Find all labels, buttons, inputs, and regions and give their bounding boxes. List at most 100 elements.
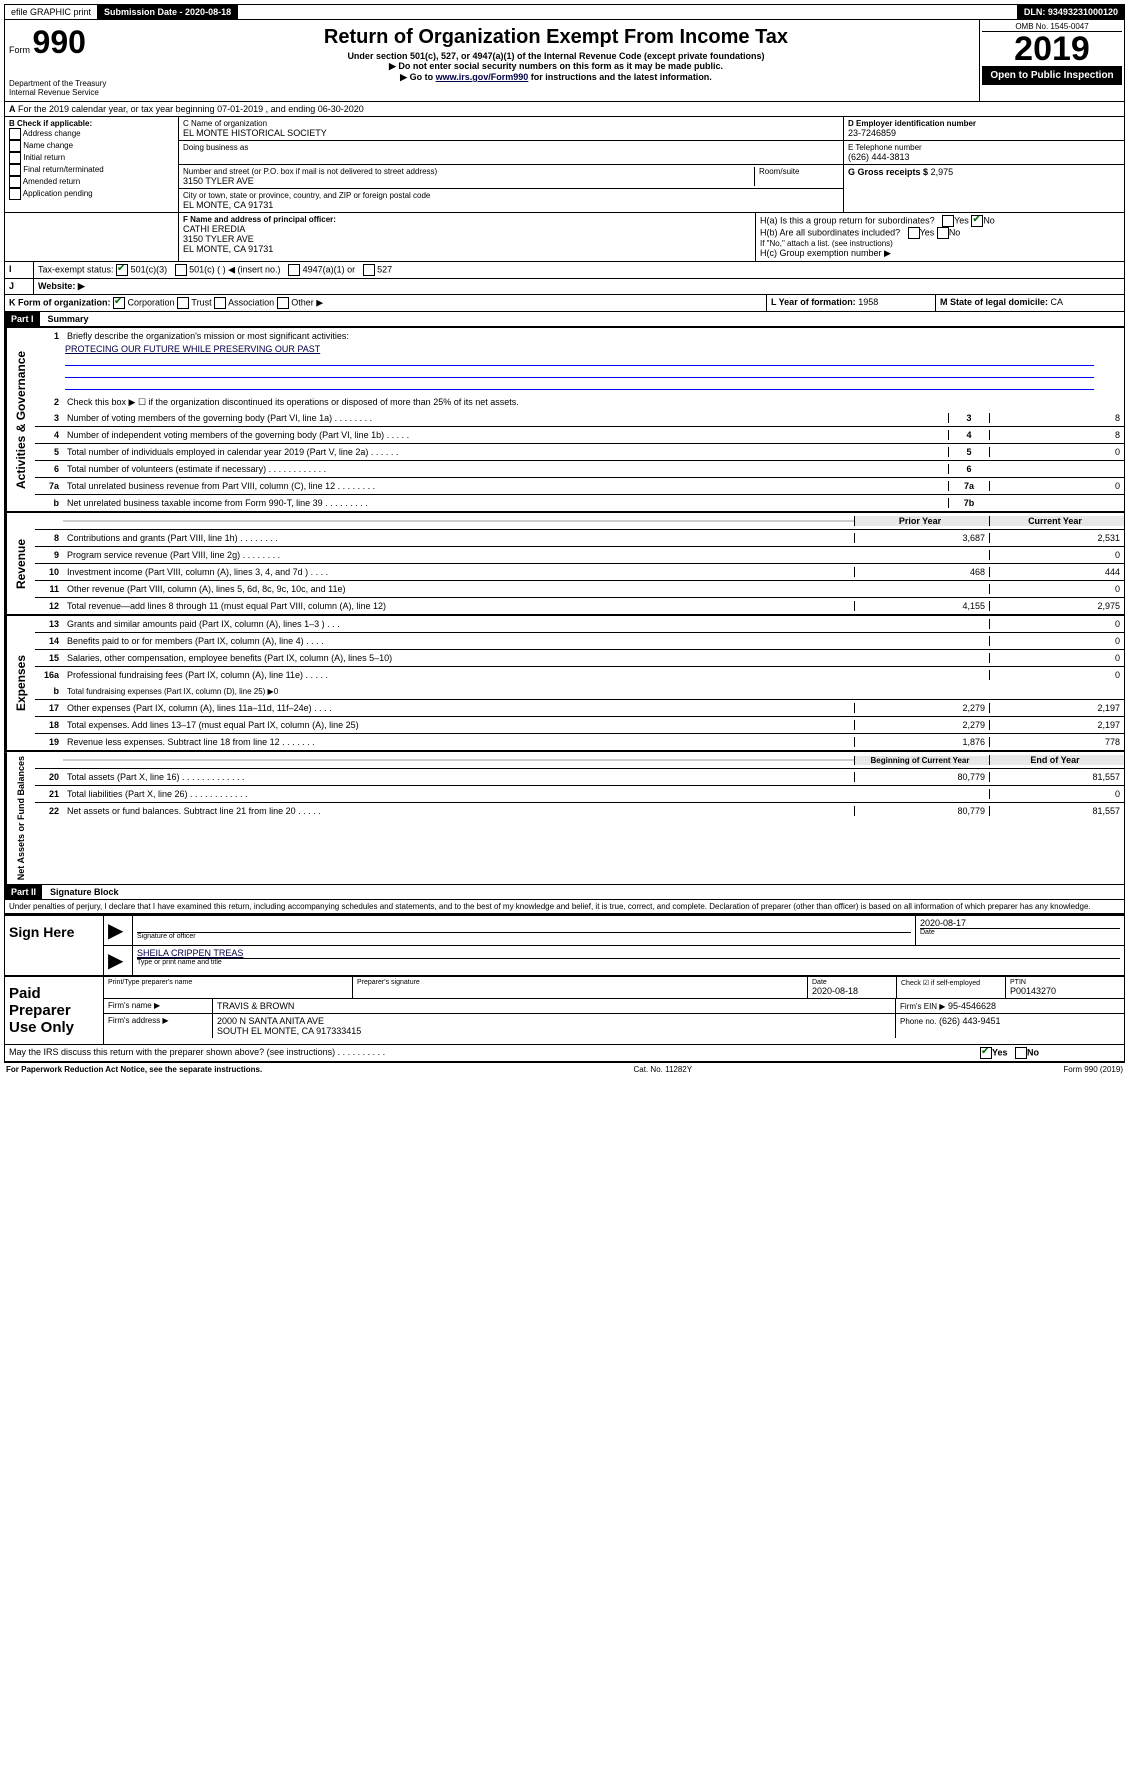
form-title: Return of Organization Exempt From Incom… <box>137 26 975 49</box>
k-label: K Form of organization: <box>9 297 111 307</box>
part-2: Part II Signature Block Under penalties … <box>4 885 1125 914</box>
j-label: Website: ▶ <box>38 281 85 291</box>
b-label: B Check if applicable: <box>9 119 174 128</box>
assoc-checkbox[interactable] <box>214 297 226 309</box>
prep-sig-label: Preparer's signature <box>357 979 803 986</box>
title-block: Return of Organization Exempt From Incom… <box>133 20 979 101</box>
governance-section: Activities & Governance 1 Briefly descri… <box>4 328 1125 513</box>
officer-addr: 3150 TYLER AVE <box>183 234 751 244</box>
prep-date-label: Date <box>812 979 892 986</box>
discuss-text: May the IRS discuss this return with the… <box>5 1045 976 1061</box>
application-pending-checkbox[interactable] <box>9 188 21 200</box>
firm-phone: (626) 443-9451 <box>939 1016 1001 1026</box>
phone: (626) 444-3813 <box>848 152 1120 162</box>
m-label: M State of legal domicile: <box>940 297 1048 307</box>
section-a: A For the 2019 calendar year, or tax yea… <box>4 102 1125 117</box>
name-title-label: Type or print name and title <box>137 958 1120 966</box>
line-2-text: Check this box ▶ ☐ if the organization d… <box>63 396 1124 409</box>
firm-name-label: Firm's name ▶ <box>104 999 213 1013</box>
year-formation: 1958 <box>858 297 878 307</box>
street-address: 3150 TYLER AVE <box>183 176 754 186</box>
org-name: EL MONTE HISTORICAL SOCIETY <box>183 128 839 138</box>
firm-addr1: 2000 N SANTA ANITA AVE <box>217 1016 891 1026</box>
4947-checkbox[interactable] <box>288 264 300 276</box>
ha-yes[interactable] <box>942 215 954 227</box>
discuss-no[interactable] <box>1015 1047 1027 1059</box>
top-bar: efile GRAPHIC print Submission Date - 20… <box>4 4 1125 20</box>
c-name-label: C Name of organization <box>183 119 839 128</box>
pra-notice: For Paperwork Reduction Act Notice, see … <box>6 1065 262 1074</box>
firm-name: TRAVIS & BROWN <box>213 999 896 1013</box>
revenue-section: Revenue Prior Year Current Year 8Contrib… <box>4 513 1125 616</box>
subtitle-1: Under section 501(c), 527, or 4947(a)(1)… <box>137 51 975 61</box>
gross-receipts: 2,975 <box>931 167 954 177</box>
efile-label[interactable]: efile GRAPHIC print <box>5 5 98 19</box>
mission-text: PROTECING OUR FUTURE WHILE PRESERVING OU… <box>65 344 1094 354</box>
end-year-header: End of Year <box>989 755 1124 765</box>
b-item-3: Final return/terminated <box>23 165 103 174</box>
corp-checkbox[interactable] <box>113 297 125 309</box>
spacer <box>238 5 1018 19</box>
ptin-label: PTIN <box>1010 979 1120 986</box>
hc-label: H(c) Group exemption number ▶ <box>760 248 1120 259</box>
vert-revenue: Revenue <box>5 513 35 614</box>
state-domicile: CA <box>1051 297 1064 307</box>
g-label: G Gross receipts $ <box>848 167 928 177</box>
hb-yes[interactable] <box>908 227 920 239</box>
line-1-text: Briefly describe the organization's miss… <box>63 330 1124 342</box>
part-2-label: Part II <box>5 885 42 899</box>
501c3-checkbox[interactable] <box>116 264 128 276</box>
self-employed-label: Check ☑ if self-employed <box>897 977 1006 998</box>
paid-preparer-label: Paid Preparer Use Only <box>5 977 104 1044</box>
b-item-4: Amended return <box>23 177 80 186</box>
name-change-checkbox[interactable] <box>9 140 21 152</box>
right-column: D Employer identification number 23-7246… <box>843 117 1124 212</box>
form-header: Form 990 Department of the Treasury Inte… <box>4 20 1125 102</box>
part-1-label: Part I <box>5 312 40 326</box>
amended-return-checkbox[interactable] <box>9 176 21 188</box>
subtitle-2: ▶ Do not enter social security numbers o… <box>137 61 975 72</box>
net-assets-section: Net Assets or Fund Balances Beginning of… <box>4 752 1125 885</box>
city-state-zip: EL MONTE, CA 91731 <box>183 200 839 210</box>
ptin: P00143270 <box>1010 986 1120 996</box>
current-year-header: Current Year <box>989 516 1124 526</box>
footer: For Paperwork Reduction Act Notice, see … <box>4 1062 1125 1076</box>
final-return-checkbox[interactable] <box>9 164 21 176</box>
officer-city: EL MONTE, CA 91731 <box>183 244 751 254</box>
section-b: B Check if applicable: Address change Na… <box>5 117 179 212</box>
form-number: 990 <box>33 24 86 60</box>
527-checkbox[interactable] <box>363 264 375 276</box>
sign-here-block: Sign Here ▶ Signature of officer 2020-08… <box>4 914 1125 976</box>
officer-row: F Name and address of principal officer:… <box>4 213 1125 262</box>
form-footer: Form 990 (2019) <box>1063 1065 1123 1074</box>
501c-checkbox[interactable] <box>175 264 187 276</box>
other-checkbox[interactable] <box>277 297 289 309</box>
tax-exempt-row: I Tax-exempt status: 501(c)(3) 501(c) ( … <box>4 262 1125 279</box>
trust-checkbox[interactable] <box>177 297 189 309</box>
part-2-header: Part II Signature Block <box>5 885 1124 900</box>
discuss-yes[interactable] <box>980 1047 992 1059</box>
dba-label: Doing business as <box>183 143 839 152</box>
firm-ein: 95-4546628 <box>948 1001 996 1011</box>
entity-block: B Check if applicable: Address change Na… <box>4 117 1125 213</box>
paid-preparer-block: Paid Preparer Use Only Print/Type prepar… <box>4 976 1125 1045</box>
vert-governance: Activities & Governance <box>5 328 35 511</box>
ha-no[interactable] <box>971 215 983 227</box>
hb-label: H(b) Are all subordinates included? Yes … <box>760 227 1120 239</box>
address-change-checkbox[interactable] <box>9 128 21 140</box>
dept-label: Department of the Treasury Internal Reve… <box>9 79 129 97</box>
initial-return-checkbox[interactable] <box>9 152 21 164</box>
discuss-row: May the IRS discuss this return with the… <box>4 1045 1125 1062</box>
instructions-link[interactable]: www.irs.gov/Form990 <box>436 72 529 82</box>
form-number-block: Form 990 Department of the Treasury Inte… <box>5 20 133 101</box>
city-label: City or town, state or province, country… <box>183 191 839 200</box>
firm-addr2: SOUTH EL MONTE, CA 917333415 <box>217 1026 891 1036</box>
hb-no[interactable] <box>937 227 949 239</box>
cat-no: Cat. No. 11282Y <box>634 1065 693 1074</box>
sub3-post: for instructions and the latest informat… <box>528 72 712 82</box>
addr-label: Number and street (or P.O. box if mail i… <box>183 167 754 176</box>
sign-here-label: Sign Here <box>5 916 104 975</box>
dln: DLN: 93493231000120 <box>1018 5 1124 19</box>
prior-year-header: Prior Year <box>854 516 989 526</box>
l-label: L Year of formation: <box>771 297 856 307</box>
